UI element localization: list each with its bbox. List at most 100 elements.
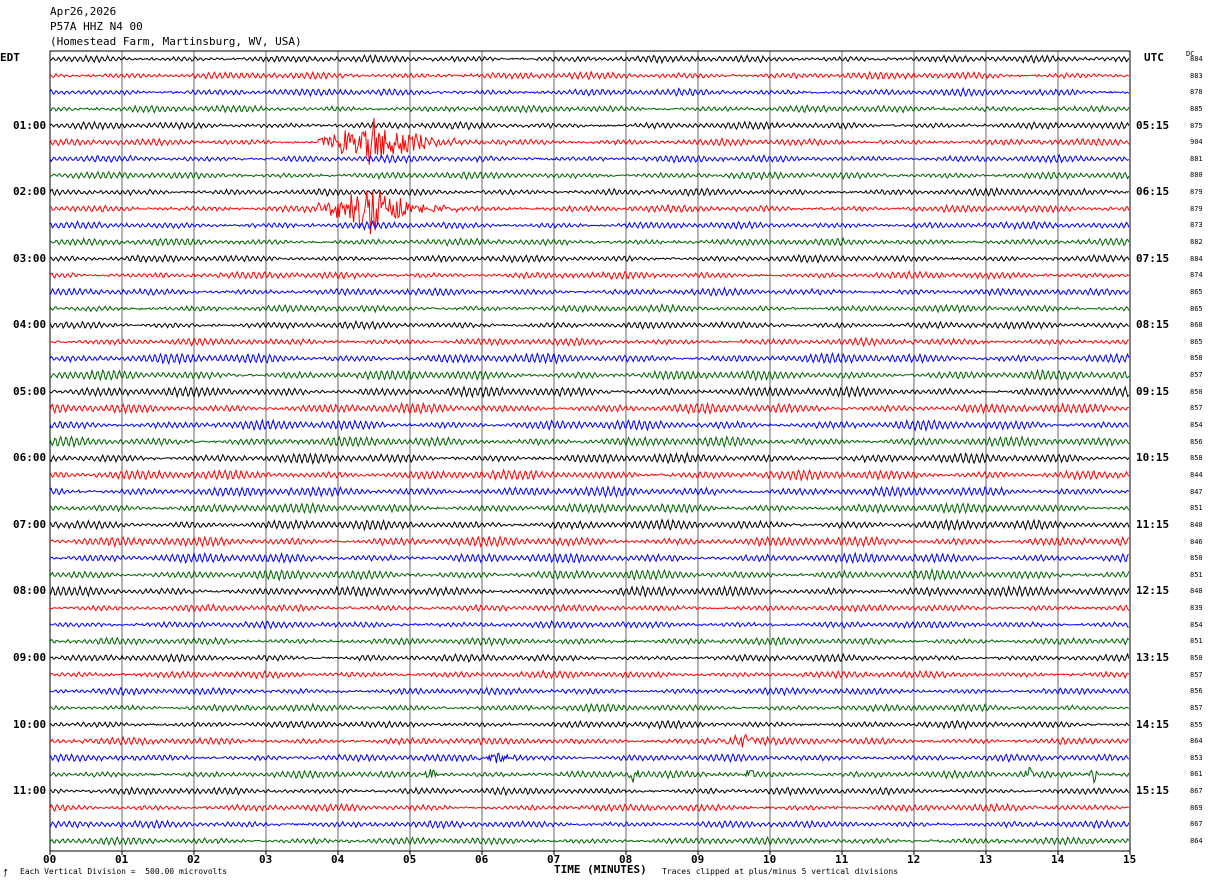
right-hour-label: 08:15 — [1136, 318, 1170, 332]
x-tick-label: 11 — [835, 853, 849, 866]
dc-offset-value: 847 — [1190, 487, 1203, 496]
left-hour-label: 05:00 — [13, 384, 47, 398]
dc-offset-value: 864 — [1190, 737, 1203, 746]
scale-note: Each Vertical Division = 500.00 microvol… — [20, 867, 228, 876]
seismic-trace — [49, 303, 1130, 314]
x-tick-label: 08 — [619, 853, 633, 866]
x-tick-label: 05 — [403, 853, 417, 866]
right-hour-label: 11:15 — [1136, 517, 1170, 531]
dc-offset-value: 874 — [1190, 271, 1203, 280]
dc-offset-value: 839 — [1190, 604, 1203, 613]
seismic-trace — [49, 385, 1130, 399]
x-tick-label: 14 — [1051, 853, 1065, 866]
left-hour-label: 02:00 — [13, 185, 47, 199]
dc-offset-value: 855 — [1190, 720, 1203, 729]
dc-offset-value: 851 — [1190, 570, 1203, 579]
plot-frame — [49, 50, 1131, 852]
dc-offset-value: 854 — [1190, 620, 1203, 629]
dc-offset-value: 861 — [1190, 770, 1203, 779]
dc-offset-value: 873 — [1190, 221, 1203, 230]
seismic-trace — [49, 584, 1130, 599]
seismic-trace — [49, 686, 1130, 697]
left-hour-label: 08:00 — [13, 584, 47, 598]
right-hour-label: 14:15 — [1136, 717, 1170, 731]
seismic-trace — [49, 468, 1130, 483]
x-tick-label: 00 — [43, 853, 57, 866]
dc-offset-value: 869 — [1190, 803, 1203, 812]
station-label: P57A HHZ N4 00 — [50, 20, 143, 33]
seismic-trace — [49, 766, 1130, 785]
seismic-trace — [49, 401, 1129, 416]
x-tick-label: 02 — [187, 853, 201, 866]
left-hour-label: 04:00 — [13, 318, 47, 332]
dc-offset-value: 853 — [1190, 753, 1203, 762]
seismic-trace — [49, 733, 1129, 748]
dc-header: DC — [1186, 50, 1195, 58]
seismic-trace — [49, 603, 1130, 613]
right-hour-label: 13:15 — [1136, 650, 1170, 664]
left-hour-label: 10:00 — [13, 717, 47, 731]
dc-offset-value: 904 — [1190, 138, 1203, 147]
dc-offset-value: 883 — [1190, 71, 1203, 80]
x-tick-label: 12 — [907, 853, 921, 866]
dc-offset-value: 850 — [1190, 387, 1203, 396]
seismic-trace — [49, 501, 1130, 515]
seismic-trace — [49, 719, 1130, 731]
dc-offset-value: 865 — [1190, 337, 1203, 346]
seismic-trace — [49, 752, 1130, 764]
dc-offset-value: 879 — [1190, 204, 1203, 213]
dc-offset-value: 848 — [1190, 587, 1203, 596]
dc-offset-value: 851 — [1190, 637, 1203, 646]
seismic-trace — [49, 418, 1129, 433]
x-tick-label: 10 — [763, 853, 777, 866]
dc-offset-value: 884 — [1190, 254, 1203, 263]
seismic-trace — [49, 518, 1130, 532]
dc-offset-value: 840 — [1190, 520, 1203, 529]
x-tick-label: 03 — [259, 853, 273, 866]
seismic-trace — [49, 120, 1130, 131]
x-tick-label: 06 — [475, 853, 489, 866]
corner-mark: ƒ — [3, 868, 8, 877]
seismic-trace — [49, 186, 1130, 197]
seismic-trace — [49, 103, 1130, 114]
seismic-trace — [49, 819, 1130, 830]
dc-offset-value: 851 — [1190, 504, 1203, 513]
seismic-trace — [49, 153, 1130, 165]
right-hour-label: 05:15 — [1136, 118, 1170, 132]
seismic-trace — [49, 620, 1129, 630]
dc-offset-value: 856 — [1190, 437, 1203, 446]
dc-offset-value: 881 — [1190, 154, 1203, 163]
dc-offset-value: 882 — [1190, 238, 1203, 247]
seismic-trace — [50, 190, 1130, 235]
dc-offset-value: 857 — [1190, 371, 1203, 380]
seismic-trace — [49, 835, 1130, 847]
left-hour-label: 06:00 — [13, 451, 47, 465]
x-tick-label: 07 — [547, 853, 561, 866]
dc-offset-value: 885 — [1190, 104, 1203, 113]
seismic-trace — [49, 70, 1130, 81]
right-hour-label: 15:15 — [1136, 784, 1170, 798]
dc-offset-value: 857 — [1190, 670, 1203, 679]
seismic-trace — [49, 786, 1130, 797]
seismic-trace — [49, 219, 1130, 231]
left-hour-label: 09:00 — [13, 650, 47, 664]
seismic-trace — [49, 336, 1129, 348]
date-label: Apr26,2026 — [50, 5, 117, 18]
dc-offset-value: 865 — [1190, 304, 1203, 313]
seismic-trace — [49, 351, 1130, 366]
dc-offset-value: 879 — [1190, 188, 1203, 197]
dc-offset-value: 878 — [1190, 88, 1203, 97]
dc-offset-value: 850 — [1190, 554, 1203, 563]
dc-offset-value: 867 — [1190, 820, 1203, 829]
dc-offset-value: 846 — [1190, 537, 1203, 546]
clip-note: Traces clipped at plus/minus 5 vertical … — [662, 867, 899, 876]
seismic-trace — [49, 636, 1130, 647]
dc-offset-value: 875 — [1190, 121, 1203, 130]
seismic-trace — [49, 652, 1130, 664]
left-hour-label: 07:00 — [13, 517, 47, 531]
left-timezone-label: EDT — [0, 51, 20, 64]
right-hour-label: 10:15 — [1136, 451, 1170, 465]
dc-offset-value: 868 — [1190, 321, 1203, 330]
dc-offset-value: 884 — [1190, 55, 1203, 63]
